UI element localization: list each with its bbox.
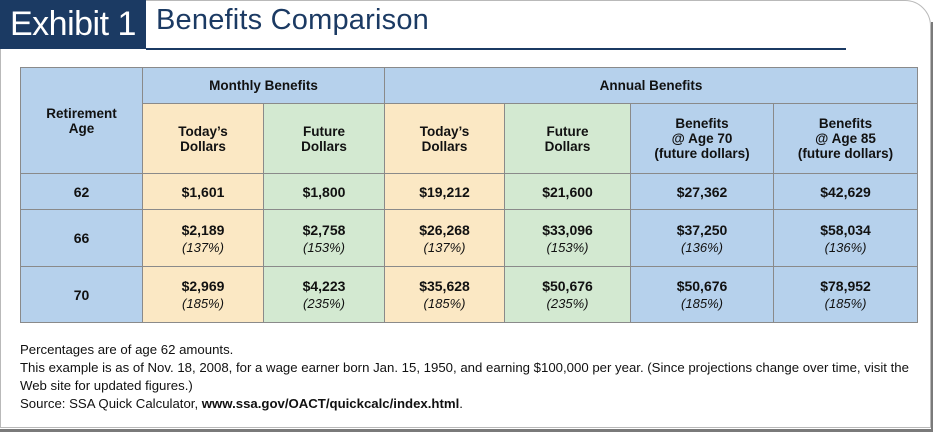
cell-value: $27,362 [630, 173, 775, 210]
header-retirement-age: Retirement Age [20, 67, 143, 174]
cell-percent: (153%) [546, 239, 589, 255]
source-suffix: . [459, 396, 463, 411]
row-age: 70 [20, 266, 143, 323]
row-age: 62 [20, 173, 143, 210]
exhibit-label: Exhibit 1 [0, 0, 146, 49]
frame-shadow-bottom [0, 429, 933, 432]
table-cell: $4,223 (235%) [262, 266, 386, 323]
cell-value: $1,601 [142, 173, 264, 210]
subheader-monthly-future: Future Dollars [262, 103, 386, 174]
frame-shadow-right [931, 22, 933, 432]
table-cell: $35,628 (185%) [384, 266, 506, 323]
cell-percent: (185%) [824, 296, 867, 311]
page-title: Benefits Comparison [156, 4, 429, 36]
table-cell: $2,758 (153%) [262, 209, 386, 267]
subheader-annual-todays: Today’s Dollars [384, 103, 506, 174]
table-row-age-70: 70 $2,969 (185%) $4,223 (235%) $35,628 (185… [20, 266, 919, 323]
table-cell: $50,676 (185%) [630, 266, 775, 323]
cell-percent: (136%) [681, 239, 723, 255]
cell-percent: (185%) [182, 296, 224, 311]
cell-percent: (185%) [681, 296, 723, 311]
subheader-monthly-todays: Today’s Dollars [142, 103, 264, 174]
cell-value: $2,969 [181, 278, 225, 294]
footnotes: Percentages are of age 62 amounts. This … [20, 341, 920, 413]
header-annual-benefits: Annual Benefits [384, 67, 919, 104]
source-url: www.ssa.gov/OACT/quickcalc/index.html [201, 396, 460, 411]
table-cell: $37,250 (136%) [630, 209, 775, 267]
benefits-table: Retirement Age Monthly Benefits Annual B… [20, 67, 919, 323]
footnote-source: Source: SSA Quick Calculator, www.ssa.go… [20, 395, 920, 413]
header-monthly-benefits: Monthly Benefits [141, 67, 386, 104]
subheader-annual-future: Future Dollars [504, 103, 632, 174]
cell-value: $78,952 [820, 278, 871, 294]
cell-value: $37,250 [676, 221, 728, 238]
subheader-age-85: Benefits @ Age 85 (future dollars) [773, 103, 919, 174]
footnote-example: This example is as of Nov. 18, 2008, for… [20, 360, 909, 393]
cell-percent: (185%) [423, 296, 466, 311]
cell-value: $19,212 [384, 173, 506, 210]
table-row-age-62: 62 $1,601 $1,800 $19,212 $21,600 $27,362… [20, 173, 919, 210]
subheader-age-70: Benefits @ Age 70 (future dollars) [630, 103, 775, 174]
footnote-percentages: Percentages are of age 62 amounts. [20, 342, 234, 357]
table-cell: $78,952 (185%) [773, 266, 919, 323]
cell-value: $1,800 [262, 173, 386, 210]
row-age: 66 [20, 209, 143, 267]
cell-value: $50,676 [676, 278, 728, 294]
table-cell: $58,034 (136%) [773, 209, 919, 267]
table-cell: $2,969 (185%) [142, 266, 264, 323]
header-retirement-age-label: Retirement Age [46, 105, 117, 136]
table-cell: $2,189 (137%) [142, 209, 264, 267]
table-cell: $50,676 (235%) [504, 266, 632, 323]
cell-percent: (235%) [546, 296, 589, 311]
cell-value: $50,676 [542, 278, 593, 294]
table-cell: $26,268 (137%) [384, 209, 506, 267]
cell-percent: (137%) [182, 239, 224, 255]
title-underline [146, 48, 846, 50]
cell-value: $42,629 [773, 173, 919, 210]
source-prefix: Source: SSA Quick Calculator, [20, 396, 202, 411]
cell-percent: (235%) [303, 296, 345, 311]
cell-value: $35,628 [419, 278, 470, 294]
cell-value: $58,034 [820, 221, 871, 238]
cell-percent: (137%) [423, 239, 466, 255]
cell-value: $26,268 [419, 221, 470, 238]
table-row-age-66: 66 $2,189 (137%) $2,758 (153%) $26,268 (137… [20, 209, 919, 267]
cell-value: $4,223 [302, 278, 346, 294]
cell-value: $33,096 [542, 221, 593, 238]
cell-percent: (153%) [303, 239, 345, 255]
cell-value: $2,189 [181, 221, 225, 238]
cell-value: $2,758 [302, 221, 346, 238]
cell-percent: (136%) [824, 239, 867, 255]
table-cell: $33,096 (153%) [504, 209, 632, 267]
cell-value: $21,600 [504, 173, 632, 210]
